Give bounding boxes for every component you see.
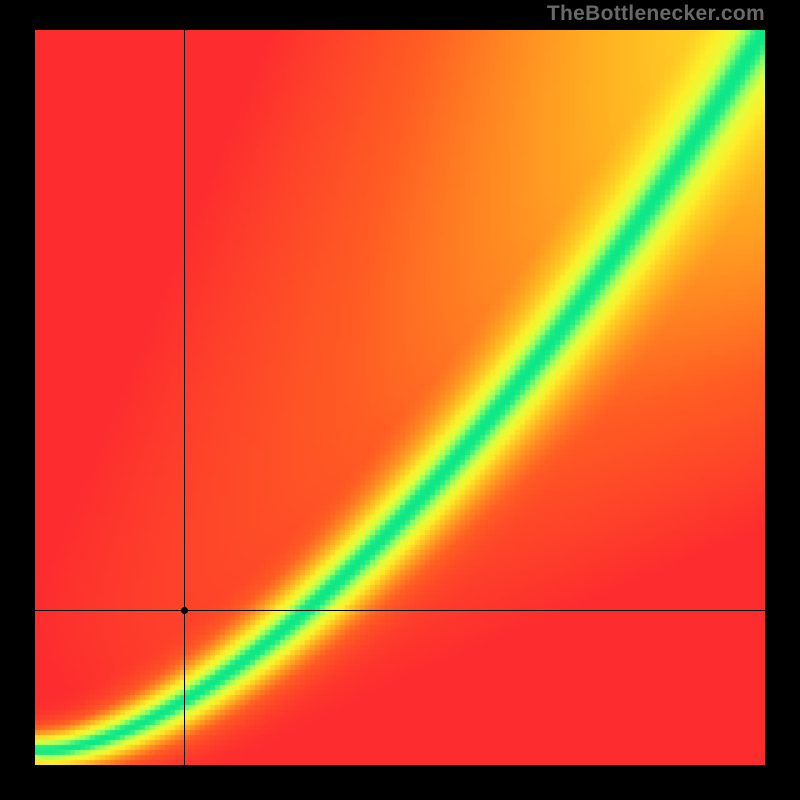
watermark-text: TheBottlenecker.com [547, 2, 765, 26]
crosshair-horizontal [35, 610, 765, 611]
plot-area [35, 30, 765, 765]
crosshair-vertical [184, 30, 185, 765]
heatmap-canvas [35, 30, 765, 765]
chart-container: TheBottlenecker.com [0, 0, 800, 800]
